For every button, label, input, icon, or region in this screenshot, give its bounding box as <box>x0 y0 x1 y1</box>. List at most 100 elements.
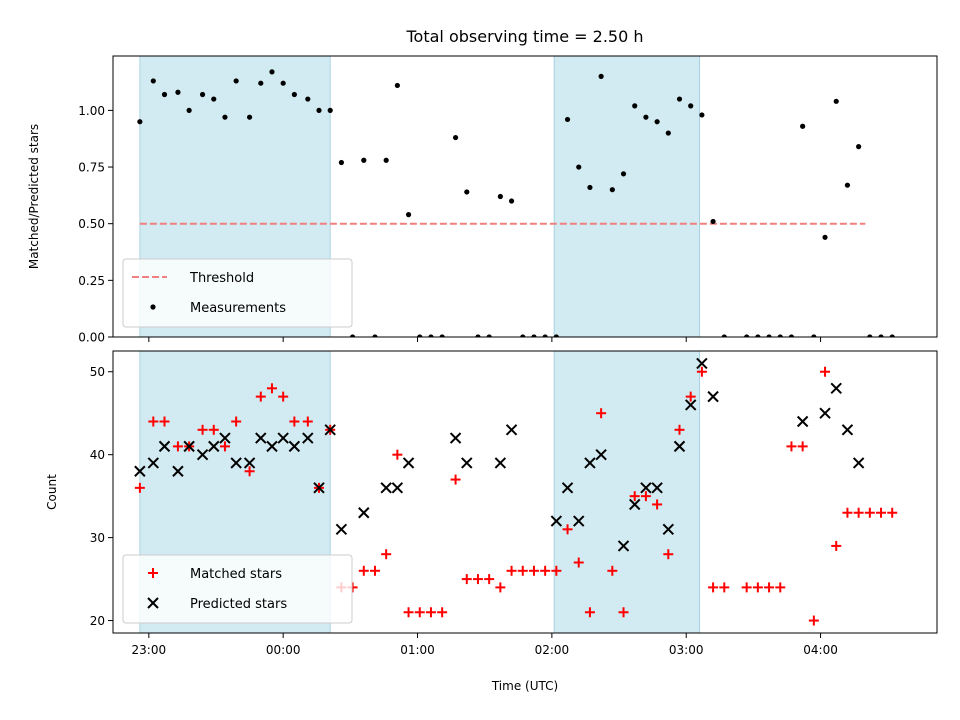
predicted-star-point <box>595 448 607 461</box>
predicted-star-point <box>172 465 184 477</box>
predicted-star-point <box>134 465 146 477</box>
matched-star-point <box>764 582 775 593</box>
matched-star-point <box>752 582 763 593</box>
predicted-star-point <box>288 440 301 453</box>
measurement-point <box>211 96 217 102</box>
predicted-star-x-b <box>324 424 336 436</box>
x-tick-label: 00:00 <box>266 643 301 657</box>
predicted-star-x-b <box>494 457 507 469</box>
matched-star-point <box>461 574 472 585</box>
predicted-star-point <box>550 515 563 527</box>
matched-star-point <box>148 416 159 427</box>
plot-frame <box>112 350 938 634</box>
measurement-point <box>564 116 571 123</box>
predicted-star-x-b <box>796 415 809 428</box>
matched-star-point <box>231 416 242 427</box>
shaded-interval-1 <box>553 55 701 338</box>
predicted-star-point <box>380 482 392 494</box>
predicted-star-x-b <box>243 457 256 469</box>
predicted-star-point <box>584 457 596 469</box>
y-tick-label: 0.75 <box>78 161 105 175</box>
matched-star-point <box>540 565 551 576</box>
predicted-star-x-b <box>335 523 348 536</box>
measurement-point <box>777 334 783 337</box>
y-tick-label: 40 <box>90 448 105 462</box>
predicted-star-x-b <box>230 457 242 469</box>
matched-star-point <box>197 424 208 435</box>
matched-star-point <box>741 582 752 593</box>
matched-star-point <box>674 424 685 435</box>
measurement-point <box>688 103 694 109</box>
measurement-point <box>361 157 367 163</box>
predicted-star-x-b <box>573 515 585 527</box>
matched-star-point <box>596 408 607 419</box>
matched-star-point <box>244 466 255 477</box>
measurement-point <box>844 182 851 188</box>
predicted-star-x-b <box>841 424 854 436</box>
measurement-point <box>338 159 344 166</box>
y-tick-label: 0.25 <box>78 274 105 288</box>
measurement-point <box>856 144 862 150</box>
matched-star-point <box>719 582 730 593</box>
measurement-point <box>405 212 412 218</box>
predicted-star-point <box>494 457 507 469</box>
y-tick-label: 30 <box>90 531 105 545</box>
matched-star-point <box>369 565 380 576</box>
predicted-star-x-b <box>584 457 596 469</box>
matched-star-point <box>573 557 584 568</box>
predicted-star-x-b <box>561 482 574 494</box>
predicted-star-point <box>662 523 675 536</box>
predicted-star-x-b <box>640 482 652 494</box>
predicted-star-x-b <box>830 382 842 395</box>
measurement-point <box>654 119 660 125</box>
measurement-point <box>383 157 389 163</box>
y-tick-label: 50 <box>90 365 105 379</box>
predicted-star-x-b <box>461 457 473 469</box>
measurement-point <box>508 198 515 204</box>
matched-star-point <box>255 391 266 402</box>
measurement-point <box>246 114 253 120</box>
predicted-star-point <box>640 482 652 494</box>
matched-star-point <box>484 574 495 585</box>
predicted-star-point <box>696 357 708 370</box>
measurement-point <box>327 107 333 113</box>
predicted-star-x-b <box>266 440 278 453</box>
legend-box <box>122 554 353 624</box>
matched-star-point <box>887 507 898 518</box>
predicted-star-point <box>335 523 348 536</box>
measurement-point <box>452 134 459 141</box>
matched-star-point <box>786 441 797 452</box>
predicted-star-x-b <box>277 432 289 444</box>
matched-star-point <box>831 540 842 551</box>
matched-star-point <box>618 607 629 618</box>
matched-star-point <box>403 607 414 618</box>
predicted-star-x-b <box>196 448 209 461</box>
predicted-star-x-b <box>617 540 630 552</box>
y-tick-label: 1.00 <box>78 104 105 118</box>
matched-star-point <box>876 507 887 518</box>
y-tick-label: 0.50 <box>78 217 105 231</box>
predicted-star-x-b <box>134 465 146 477</box>
series-group <box>137 69 895 337</box>
measurement-point <box>497 193 503 200</box>
matched-star-point <box>551 565 562 576</box>
measurement-point <box>889 334 895 337</box>
measurement-point <box>788 334 795 337</box>
measurement-point <box>161 91 168 98</box>
predicted-star-x-b <box>358 507 370 519</box>
predicted-star-point <box>819 407 831 419</box>
y-axis-title: Count <box>45 474 59 510</box>
predicted-star-point <box>391 482 404 494</box>
predicted-star-point <box>302 432 314 444</box>
measurement-point <box>316 107 322 113</box>
predicted-star-point <box>561 482 574 494</box>
matched-star-point <box>797 441 808 452</box>
legend-label: Measurements <box>190 301 286 316</box>
measurement-point <box>867 334 873 337</box>
predicted-star-x-b <box>219 432 231 444</box>
predicted-star-point <box>707 390 719 403</box>
predicted-star-point <box>629 498 641 511</box>
measurement-point <box>833 98 839 104</box>
y-axis-title: Matched/Predicted stars <box>27 124 41 269</box>
predicted-star-point <box>461 457 473 469</box>
